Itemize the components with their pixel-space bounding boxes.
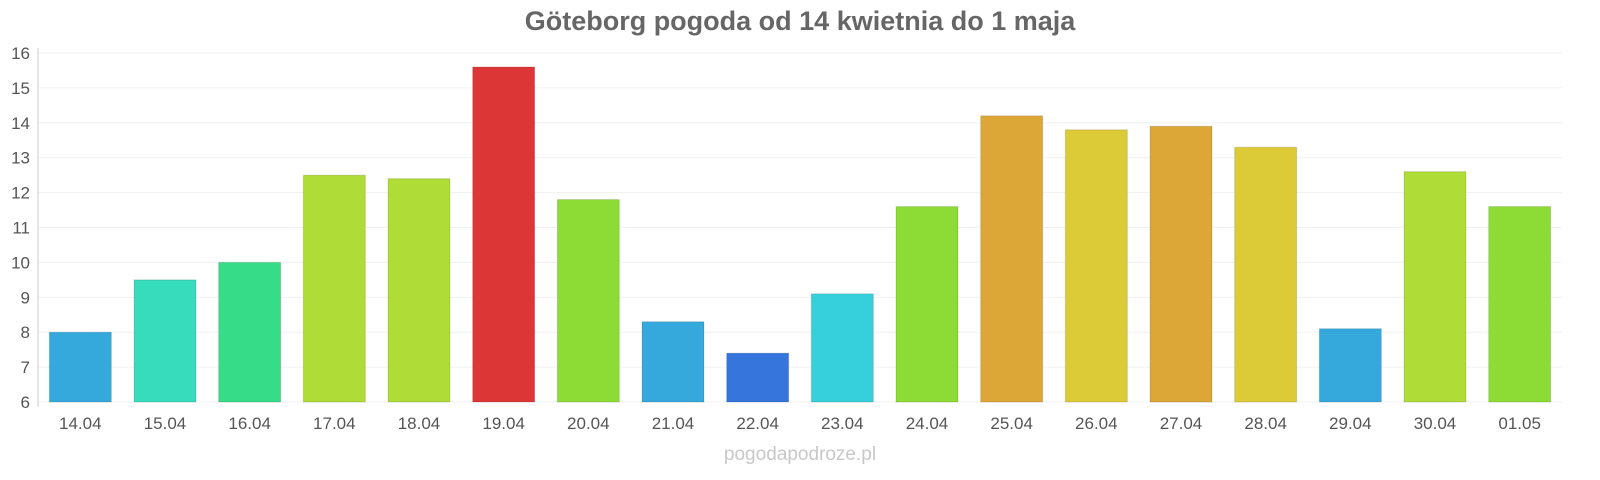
y-tick-label: 15 [11, 79, 30, 98]
x-tick-label: 27.04 [1160, 414, 1203, 433]
y-tick-label: 12 [11, 184, 30, 203]
x-tick-label: 28.04 [1244, 414, 1287, 433]
x-tick-label: 29.04 [1329, 414, 1372, 433]
x-tick-label: 25.04 [990, 414, 1033, 433]
bar-16.04 [218, 261, 282, 403]
x-tick-label: 19.04 [482, 414, 525, 433]
bar-22.04 [726, 352, 790, 403]
bar-18.04 [387, 178, 451, 403]
bar-29.04 [1318, 328, 1382, 403]
x-tick-label: 16.04 [228, 414, 271, 433]
bar-chart: 6 7 8 9 10 11 12 13 14 15 16 14.04 15.04 16.04 17.04 18… [11, 44, 1562, 433]
x-tick-label: 22.04 [736, 414, 779, 433]
bar-17.04 [302, 174, 366, 403]
bar-23.04 [810, 293, 874, 403]
y-tick-label: 9 [21, 288, 30, 307]
bar-14.04 [48, 331, 112, 403]
bar-26.04 [1064, 129, 1128, 403]
bar-24.04 [895, 206, 959, 403]
y-tick-label: 6 [21, 393, 30, 412]
bar-01.05 [1488, 206, 1552, 403]
x-tick-label: 15.04 [144, 414, 187, 433]
bar-15.04 [133, 279, 197, 403]
x-tick-label: 21.04 [652, 414, 695, 433]
x-tick-label: 20.04 [567, 414, 610, 433]
x-tick-label: 30.04 [1414, 414, 1457, 433]
y-tick-label: 7 [21, 358, 30, 377]
bar-30.04 [1403, 171, 1467, 403]
x-tick-label: 14.04 [59, 414, 102, 433]
y-tick-label: 14 [11, 114, 30, 133]
bar-20.04 [556, 199, 620, 403]
x-tick-label: 18.04 [398, 414, 441, 433]
x-tick-label: 24.04 [906, 414, 949, 433]
bar-27.04 [1149, 125, 1213, 403]
bar-25.04 [980, 115, 1044, 403]
y-tick-label: 10 [11, 253, 30, 272]
y-tick-label: 11 [12, 219, 30, 238]
x-tick-label: 17.04 [313, 414, 356, 433]
y-tick-label: 13 [11, 149, 30, 168]
x-tick-label: 26.04 [1075, 414, 1118, 433]
x-tick-label: 23.04 [821, 414, 864, 433]
bar-28.04 [1234, 146, 1298, 403]
chart-title: Göteborg pogoda od 14 kwietnia do 1 maja [524, 6, 1076, 36]
y-tick-label: 8 [21, 323, 30, 342]
bar-21.04 [641, 321, 705, 403]
watermark: pogodapodroze.pl [723, 444, 877, 465]
x-tick-label: 01.05 [1498, 414, 1541, 433]
bar-19.04 [472, 66, 536, 403]
y-tick-label: 16 [11, 44, 30, 63]
